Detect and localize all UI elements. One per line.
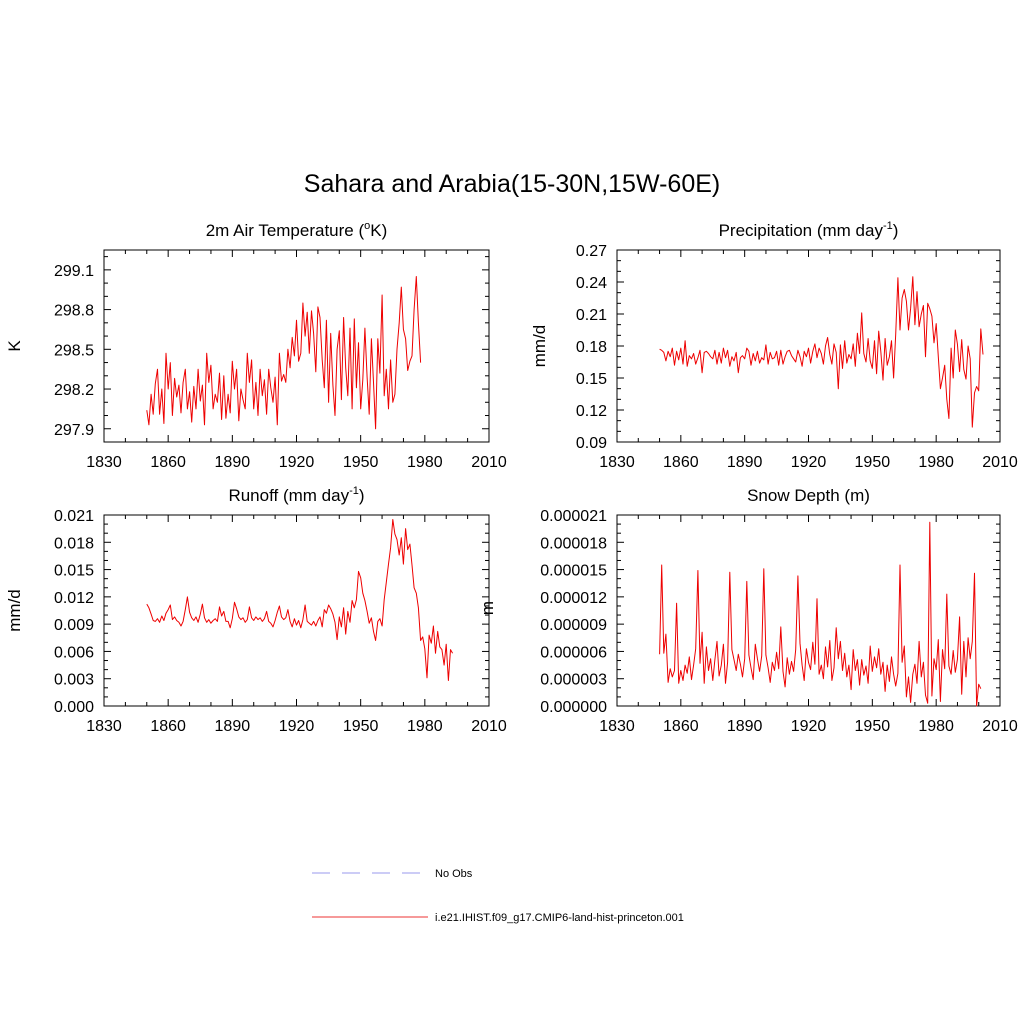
precipitation-y-tick-label: 0.27 bbox=[576, 243, 607, 260]
runoff-y-tick-label: 0.021 bbox=[54, 508, 94, 525]
runoff-x-tick-label: 1860 bbox=[150, 718, 186, 735]
snow-depth-x-tick-label: 1950 bbox=[855, 718, 891, 735]
precipitation-y-tick-label: 0.12 bbox=[576, 403, 607, 420]
runoff-y-tick-label: 0.006 bbox=[54, 644, 94, 661]
snow-depth-y-tick-label: 0.000003 bbox=[540, 672, 607, 689]
snow-depth-x-tick-label: 1920 bbox=[791, 718, 827, 735]
runoff-panel-title: Runoff (mm day-1) bbox=[228, 485, 364, 505]
snow-depth-x-tick-label: 2010 bbox=[982, 718, 1018, 735]
runoff-x-tick-label: 1890 bbox=[215, 718, 251, 735]
legend: No Obs i.e21.IHIST.f09_g17.CMIP6-land-hi… bbox=[312, 868, 684, 924]
panel-air-temperature: 1830 1860 1890 1920 1950 1980 2010 297.9 298.2 29… bbox=[5, 220, 507, 471]
legend-label-model: i.e21.IHIST.f09_g17.CMIP6-land-hist-prin… bbox=[435, 912, 684, 924]
runoff-x-tick-label: 1830 bbox=[86, 718, 122, 735]
air-temperature-plot-frame bbox=[103, 249, 490, 443]
air-temperature-y-tick-label: 298.2 bbox=[54, 382, 94, 399]
precipitation-y-tick-label: 0.09 bbox=[576, 435, 607, 452]
panel-snow-depth: 1830 1860 1890 1920 1950 1980 2010 0.000000 0.00… bbox=[478, 486, 1018, 735]
precipitation-x-tick-label: 1950 bbox=[855, 454, 891, 471]
runoff-x-tick-label: 1950 bbox=[343, 718, 379, 735]
precipitation-y-axis-label: mm/d bbox=[530, 325, 549, 368]
runoff-x-tick-label: 2010 bbox=[471, 718, 507, 735]
precipitation-y-tick-label: 0.21 bbox=[576, 307, 607, 324]
runoff-y-tick-label: 0.015 bbox=[54, 563, 94, 580]
snow-depth-series-line bbox=[659, 521, 982, 707]
precipitation-panel-title: Precipitation (mm day-1) bbox=[719, 220, 899, 240]
snow-depth-y-tick-label: 0.000021 bbox=[540, 508, 607, 525]
runoff-y-tick-label: 0.012 bbox=[54, 590, 94, 607]
air-temperature-y-tick-label: 297.9 bbox=[54, 422, 94, 439]
precipitation-series-line bbox=[659, 276, 984, 428]
precipitation-x-tick-label: 1890 bbox=[727, 454, 763, 471]
snow-depth-y-axis-label: m bbox=[478, 601, 497, 615]
air-temperature-y-tick-label: 298.8 bbox=[54, 303, 94, 320]
snow-depth-plot-frame bbox=[616, 514, 1001, 707]
precipitation-y-tick-label: 0.15 bbox=[576, 371, 607, 388]
precipitation-x-tick-label: 2010 bbox=[982, 454, 1018, 471]
air-temperature-x-tick-label: 1950 bbox=[343, 454, 379, 471]
air-temperature-x-tick-label: 1860 bbox=[150, 454, 186, 471]
air-temperature-x-tick-label: 1920 bbox=[279, 454, 315, 471]
snow-depth-y-tick-label: 0.000006 bbox=[540, 644, 607, 661]
precipitation-x-tick-label: 1830 bbox=[599, 454, 635, 471]
panel-runoff: 1830 1860 1890 1920 1950 1980 2010 0.000 0.003 0.… bbox=[5, 485, 507, 735]
snow-depth-x-tick-label: 1830 bbox=[599, 718, 635, 735]
snow-depth-y-tick-label: 0.000018 bbox=[540, 535, 607, 552]
runoff-y-tick-label: 0.003 bbox=[54, 672, 94, 689]
snow-depth-panel-title: Snow Depth (m) bbox=[747, 486, 870, 505]
snow-depth-x-tick-label: 1980 bbox=[918, 718, 954, 735]
air-temperature-x-tick-label: 2010 bbox=[471, 454, 507, 471]
runoff-y-tick-label: 0.000 bbox=[54, 699, 94, 716]
precipitation-y-tick-label: 0.24 bbox=[576, 275, 607, 292]
air-temperature-panel-title: 2m Air Temperature (oK) bbox=[206, 220, 388, 240]
runoff-y-tick-label: 0.018 bbox=[54, 535, 94, 552]
snow-depth-y-tick-label: 0.000015 bbox=[540, 563, 607, 580]
air-temperature-y-axis-label: K bbox=[5, 340, 24, 352]
figure-title: Sahara and Arabia(15-30N,15W-60E) bbox=[303, 170, 721, 198]
runoff-series-line bbox=[146, 519, 454, 681]
panel-precipitation: 1830 1860 1890 1920 1950 1980 2010 0.09 0.12 0.15… bbox=[530, 220, 1018, 471]
snow-depth-y-tick-label: 0.000009 bbox=[540, 617, 607, 634]
runoff-y-tick-label: 0.009 bbox=[54, 617, 94, 634]
snow-depth-x-tick-label: 1890 bbox=[727, 718, 763, 735]
air-temperature-x-tick-label: 1980 bbox=[407, 454, 443, 471]
snow-depth-y-tick-label: 0.000000 bbox=[540, 699, 607, 716]
runoff-plot-frame bbox=[103, 514, 490, 707]
precipitation-x-tick-label: 1860 bbox=[663, 454, 699, 471]
air-temperature-x-tick-label: 1890 bbox=[215, 454, 251, 471]
precipitation-plot-frame bbox=[616, 249, 1001, 443]
precipitation-x-tick-label: 1980 bbox=[918, 454, 954, 471]
air-temperature-x-tick-label: 1830 bbox=[86, 454, 122, 471]
legend-label-no-obs: No Obs bbox=[435, 868, 473, 880]
air-temperature-y-tick-label: 299.1 bbox=[54, 263, 94, 280]
air-temperature-series-line bbox=[146, 276, 422, 430]
precipitation-x-tick-label: 1920 bbox=[791, 454, 827, 471]
snow-depth-y-tick-label: 0.000012 bbox=[540, 590, 607, 607]
air-temperature-y-tick-label: 298.5 bbox=[54, 342, 94, 359]
snow-depth-x-tick-label: 1860 bbox=[663, 718, 699, 735]
runoff-x-tick-label: 1920 bbox=[279, 718, 315, 735]
precipitation-y-tick-label: 0.18 bbox=[576, 339, 607, 356]
runoff-y-axis-label: mm/d bbox=[5, 589, 24, 632]
runoff-x-tick-label: 1980 bbox=[407, 718, 443, 735]
